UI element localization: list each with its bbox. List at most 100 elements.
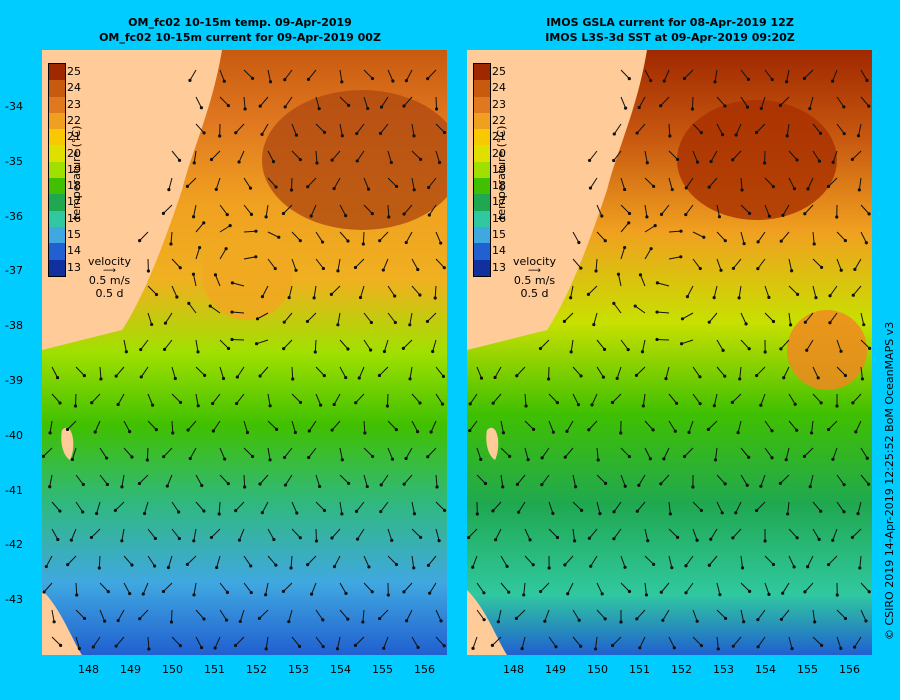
current-arrow (780, 231, 790, 242)
current-arrow-head (565, 429, 569, 433)
current-arrow-head (330, 158, 334, 162)
current-arrow (363, 339, 372, 351)
current-arrow-head (770, 429, 774, 433)
current-arrow-head (718, 593, 722, 597)
colorbar-segment (474, 129, 490, 146)
current-arrow (638, 96, 646, 108)
current-arrow-head (335, 647, 340, 651)
current-arrow-head (202, 617, 206, 621)
current-arrow (828, 555, 838, 565)
current-arrow-head (543, 619, 547, 623)
current-arrow (356, 123, 365, 134)
current-arrow (265, 636, 269, 649)
current-arrow-head (186, 428, 190, 432)
current-arrow-head (746, 77, 751, 82)
current-arrow-head (260, 295, 265, 299)
current-arrow (411, 285, 421, 296)
current-arrow-head (641, 404, 645, 408)
colorbar-tick-label: 20 (67, 146, 81, 160)
current-arrow (476, 609, 485, 620)
colorbar-segment (474, 112, 490, 130)
current-arrow-head (245, 430, 250, 435)
current-arrow (524, 555, 534, 566)
current-arrow-head (496, 620, 500, 624)
current-arrow (860, 609, 867, 622)
current-arrow-head (709, 159, 713, 164)
current-arrow (283, 312, 293, 323)
current-arrow-head (277, 235, 281, 239)
current-arrow (591, 393, 598, 406)
current-arrow-head (97, 566, 101, 570)
current-arrow (71, 447, 77, 460)
current-arrow-head (224, 247, 228, 251)
current-arrow-head (230, 281, 235, 285)
current-arrow (214, 636, 221, 649)
current-arrow-head (147, 647, 151, 651)
current-arrow (379, 366, 389, 376)
current-arrow-head (390, 457, 395, 461)
current-arrow-head (390, 538, 394, 542)
current-arrow-head (713, 80, 717, 84)
current-arrow-head (250, 76, 255, 80)
current-arrow (409, 312, 413, 325)
current-arrow (310, 204, 317, 217)
current-arrow-head (842, 483, 846, 487)
current-arrow-head (763, 350, 767, 354)
current-arrow-head (782, 376, 786, 380)
current-arrow-head (610, 643, 615, 648)
current-arrow (656, 338, 670, 341)
current-arrow (339, 123, 343, 136)
longitude-tick-label: 155 (372, 663, 393, 676)
current-arrow (123, 582, 131, 594)
current-arrow (123, 555, 133, 566)
current-arrow (548, 393, 558, 403)
current-arrow (308, 69, 317, 80)
current-arrow-head (437, 538, 441, 543)
current-arrow-head (426, 455, 430, 459)
current-arrow (708, 420, 718, 430)
current-arrow-head (291, 377, 295, 381)
current-arrow-head (649, 247, 653, 251)
current-arrow-head (234, 509, 238, 513)
current-arrow (564, 447, 574, 458)
current-arrow-head (648, 457, 652, 461)
current-arrow (572, 528, 576, 541)
current-arrow (660, 582, 670, 593)
current-arrow-head (747, 211, 752, 216)
current-arrow-head (237, 538, 242, 542)
current-arrow-head (416, 645, 420, 649)
current-arrow-head (479, 376, 484, 380)
current-arrow-head (353, 265, 358, 270)
current-arrow-head (166, 565, 171, 570)
current-arrow (860, 312, 865, 325)
current-arrow (692, 393, 701, 404)
current-arrow (362, 609, 365, 622)
current-arrow-head (332, 402, 336, 407)
current-arrow (99, 447, 107, 459)
current-arrow (564, 555, 574, 566)
current-arrow (236, 366, 245, 378)
right-island (486, 427, 499, 460)
current-arrow (291, 636, 300, 647)
current-arrow (219, 609, 227, 621)
current-arrow-head (404, 619, 409, 623)
current-arrow (261, 285, 269, 297)
current-arrow (663, 447, 670, 460)
colorbar-segment (49, 64, 65, 81)
current-arrow-head (305, 319, 310, 324)
current-arrow (857, 501, 862, 514)
current-arrow-head (624, 106, 628, 110)
current-arrow-head (114, 644, 118, 648)
current-arrow-head (260, 132, 264, 137)
current-arrow-head (659, 482, 663, 486)
current-arrow-head (105, 482, 110, 487)
current-arrow-head (600, 214, 604, 218)
current-arrow-head (508, 454, 512, 458)
current-arrow (243, 230, 257, 233)
current-arrow (572, 393, 579, 405)
current-arrow-head (554, 645, 558, 649)
current-arrow-head (104, 456, 109, 460)
current-arrow (620, 339, 629, 350)
colorbar-tick-label: 24 (492, 81, 506, 95)
current-arrow-head (627, 589, 632, 594)
